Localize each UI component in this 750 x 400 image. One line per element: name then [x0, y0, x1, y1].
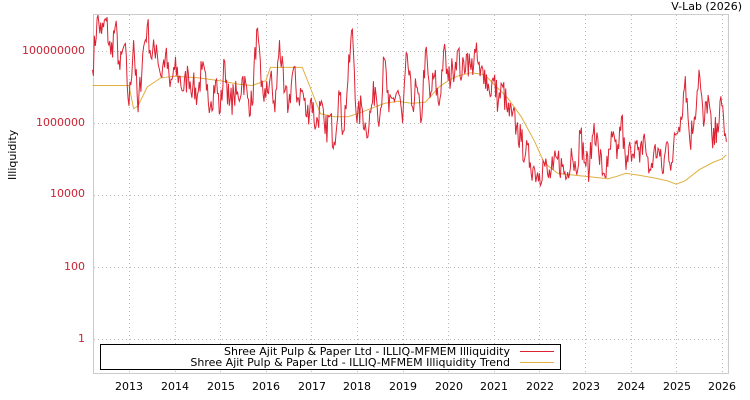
- gridlines: [94, 15, 728, 373]
- credit-label: V-Lab (2026): [671, 0, 742, 13]
- legend-label: Shree Ajit Pulp & Paper Ltd - ILLIQ-MFME…: [190, 356, 510, 369]
- legend-swatch-gold: [520, 362, 554, 363]
- x-tick: 2022: [526, 380, 554, 393]
- y-tick: 100: [64, 260, 85, 273]
- x-tick: 2017: [298, 380, 326, 393]
- x-tick: 2016: [252, 380, 280, 393]
- x-tick: 2013: [115, 380, 143, 393]
- legend-swatch-red: [520, 351, 554, 352]
- y-tick: 10000: [50, 187, 85, 200]
- x-tick: 2019: [389, 380, 417, 393]
- chart-legend: Shree Ajit Pulp & Paper Ltd - ILLIQ-MFME…: [100, 344, 561, 370]
- legend-item-illiquidity: Shree Ajit Pulp & Paper Ltd - ILLIQ-MFME…: [224, 345, 554, 358]
- x-tick: 2018: [343, 380, 371, 393]
- trend-series-line: [92, 66, 727, 185]
- x-tick: 2014: [161, 380, 189, 393]
- y-tick: 1000000: [36, 116, 85, 129]
- x-tick: 2024: [617, 380, 645, 393]
- x-tick: 2026: [708, 380, 736, 393]
- y-tick: 100000000: [22, 44, 85, 57]
- x-tick: 2025: [663, 380, 691, 393]
- legend-label: Shree Ajit Pulp & Paper Ltd - ILLIQ-MFME…: [224, 345, 510, 358]
- y-tick: 1: [78, 332, 85, 345]
- x-tick: 2021: [480, 380, 508, 393]
- x-tick: 2023: [572, 380, 600, 393]
- legend-item-trend: Shree Ajit Pulp & Paper Ltd - ILLIQ-MFME…: [190, 356, 554, 369]
- illiquidity-series-line: [92, 14, 727, 188]
- plot-frame: [93, 14, 729, 374]
- x-tick: 2020: [435, 380, 463, 393]
- x-tick: 2015: [207, 380, 235, 393]
